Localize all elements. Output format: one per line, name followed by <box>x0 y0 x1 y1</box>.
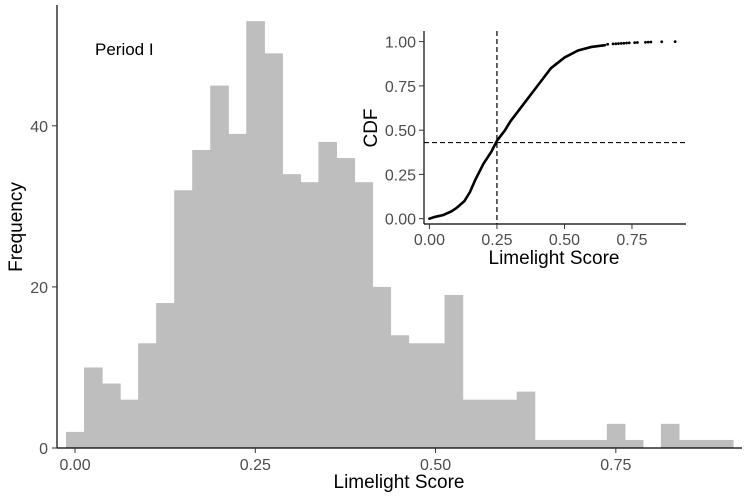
cdf-point <box>635 41 639 44</box>
inset-x-tick-label: 0.00 <box>414 232 445 249</box>
histogram-bar <box>156 303 175 448</box>
histogram-bar <box>210 85 229 448</box>
histogram-bar <box>372 286 392 448</box>
histogram-bar <box>552 439 572 448</box>
histogram-bar <box>444 294 464 448</box>
histogram-bar <box>300 182 319 448</box>
histogram-bar <box>660 423 680 448</box>
histogram-bar <box>624 439 644 448</box>
y-tick-label: 20 <box>30 280 48 297</box>
cdf-point <box>673 40 677 44</box>
annotation-label: Period I <box>95 40 154 59</box>
histogram-bar <box>102 383 121 448</box>
inset-y-tick-label: 0.50 <box>385 123 416 140</box>
cdf-inset: 0.00 0.25 0.50 0.75 0.00 0.25 0.50 0.75 1.00 Li… <box>361 31 686 269</box>
inset-x-tick-label: 0.25 <box>481 232 512 249</box>
inset-x-axis-ticks: 0.00 0.25 0.50 0.75 <box>414 224 648 249</box>
cdf-curve <box>428 40 677 220</box>
inset-x-tick-label: 0.50 <box>549 232 580 249</box>
histogram-bar <box>498 399 518 448</box>
histogram-bar <box>480 399 500 448</box>
cdf-point <box>646 40 650 44</box>
x-tick-label: 0.50 <box>420 457 451 474</box>
cdf-point <box>606 42 610 46</box>
inset-y-tick-label: 0.75 <box>385 79 416 96</box>
x-tick-label: 0.75 <box>600 457 631 474</box>
x-tick-label: 0.00 <box>59 457 90 474</box>
histogram-bar <box>516 391 536 448</box>
histogram-bar <box>84 367 103 448</box>
x-axis-title: Limelight Score <box>334 472 465 493</box>
cdf-point <box>625 41 628 45</box>
cdf-reference-lines <box>424 31 686 224</box>
histogram-bar <box>138 343 157 448</box>
histogram-bar <box>66 431 85 448</box>
histogram-bar <box>606 423 626 448</box>
cdf-point <box>649 40 653 44</box>
histogram-bar <box>534 439 554 448</box>
histogram-bar <box>462 399 482 448</box>
cdf-point <box>617 42 620 45</box>
x-axis-ticks: 0.00 0.25 0.50 0.75 <box>59 448 631 474</box>
y-axis-title: Frequency <box>6 182 27 272</box>
histogram-bar <box>714 439 734 448</box>
cdf-point <box>627 41 631 45</box>
histogram-bar <box>264 53 283 449</box>
cdf-point <box>611 42 615 46</box>
inset-y-tick-label: 0.00 <box>385 212 416 229</box>
histogram-bar <box>408 343 428 448</box>
inset-y-tick-label: 0.25 <box>385 167 416 184</box>
histogram-bar <box>570 439 590 448</box>
y-tick-label: 40 <box>30 119 48 136</box>
inset-x-axis-title: Limelight Score <box>489 248 620 269</box>
histogram-bar <box>678 439 698 448</box>
histogram-bar <box>336 158 356 448</box>
histogram-bar <box>246 21 265 448</box>
histogram-bar <box>228 133 247 448</box>
histogram-bar <box>696 439 716 448</box>
histogram-bar <box>390 335 410 448</box>
inset-y-axis-ticks: 0.00 0.25 0.50 0.75 1.00 <box>385 35 424 229</box>
histogram-bar <box>174 190 193 448</box>
histogram-bars <box>66 21 734 449</box>
histogram-bar <box>354 182 374 448</box>
histogram-bar <box>318 141 338 448</box>
cdf-point <box>619 41 623 45</box>
histogram-bar <box>588 439 608 448</box>
cdf-point <box>660 40 664 44</box>
inset-y-axis-title: CDF <box>361 108 382 147</box>
cdf-point <box>644 40 647 44</box>
inset-y-tick-label: 1.00 <box>385 35 416 52</box>
cdf-point <box>622 41 626 45</box>
histogram-bar <box>192 149 211 448</box>
y-axis-ticks: 0 20 40 <box>30 119 57 458</box>
histogram-bar <box>120 399 139 448</box>
histogram-bar <box>426 343 446 448</box>
inset-x-tick-label: 0.75 <box>616 232 647 249</box>
y-tick-label: 0 <box>39 441 48 458</box>
cdf-point <box>614 42 618 46</box>
histogram-bar <box>282 174 301 449</box>
x-tick-label: 0.25 <box>240 457 271 474</box>
cdf-point <box>633 41 637 45</box>
cdf-line <box>428 43 607 220</box>
